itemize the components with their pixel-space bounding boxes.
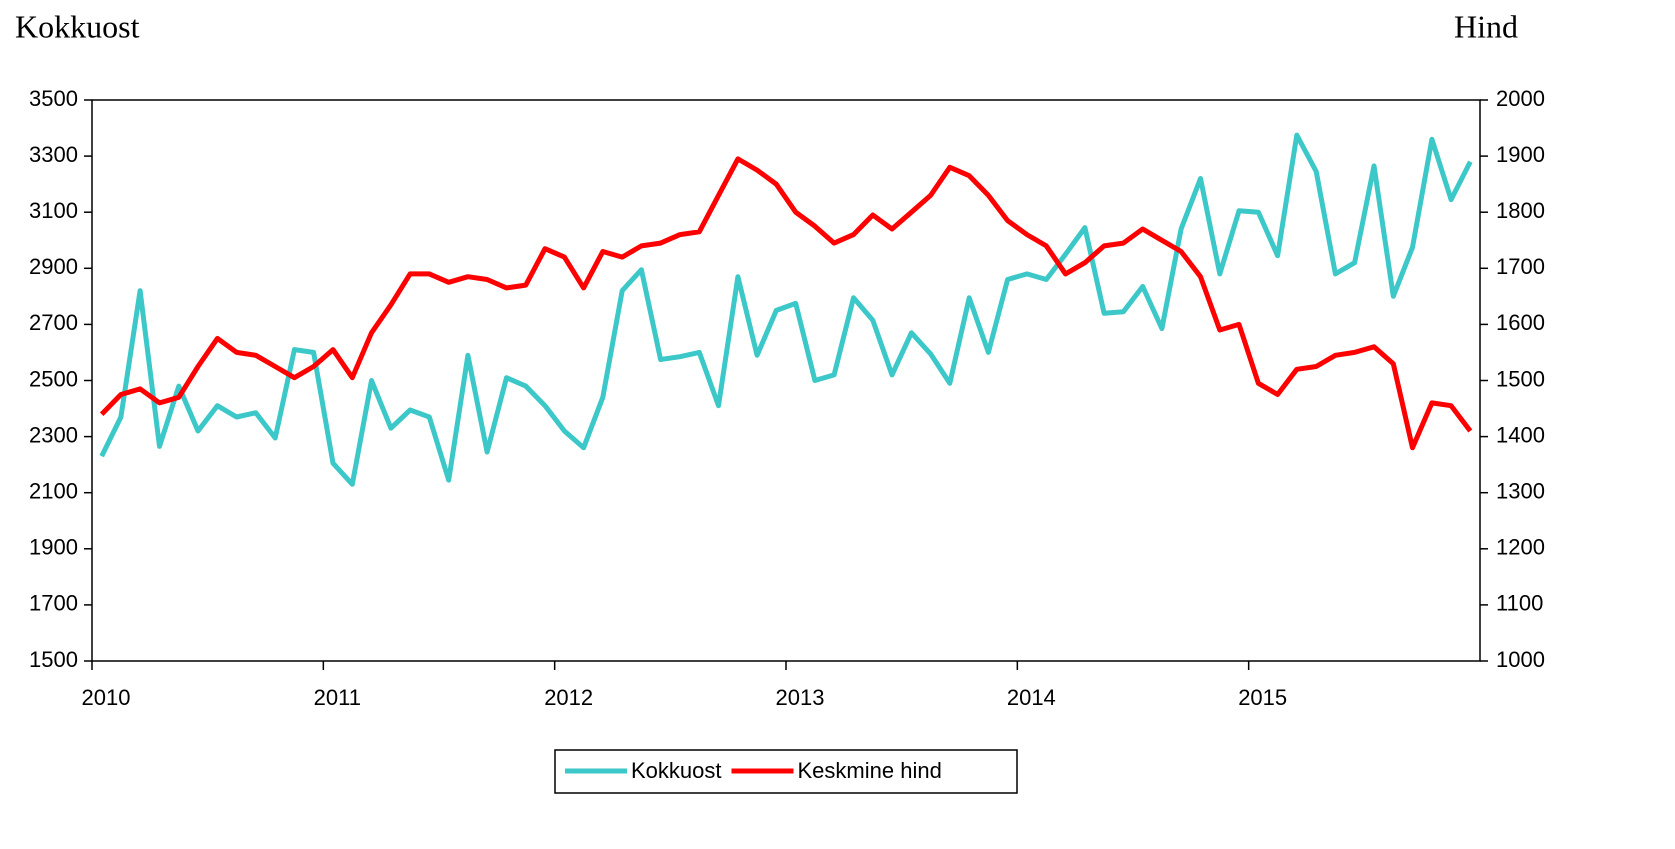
x-tick-label: 2011 [314,685,361,710]
plot-frame [91,99,1481,662]
y2-tick-label: 1200 [1496,535,1545,560]
y-tick-label: 1500 [29,647,78,672]
y-tick-label: 3300 [29,142,78,167]
y-tick-label: 2100 [29,479,78,504]
x-tick-label: 2010 [82,685,131,710]
y-tick-label: 2900 [29,254,78,279]
y2-tick-label: 1300 [1496,479,1545,504]
legend-label: Keskmine hind [798,758,942,783]
y2-tick-label: 1800 [1496,198,1545,223]
y2-tick-label: 1700 [1496,254,1545,279]
y-tick-label: 1900 [29,535,78,560]
y-tick-label: 1700 [29,591,78,616]
y-axis-label: Kokkuost [15,8,140,44]
y2-axis-label: Hind [1454,8,1518,44]
x-tick-label: 2013 [776,685,825,710]
x-tick-label: 2014 [1007,685,1056,710]
y2-tick-label: 2000 [1496,86,1545,111]
y-tick-label: 2500 [29,366,78,391]
y-tick-label: 3100 [29,198,78,223]
y2-tick-label: 1100 [1496,591,1543,616]
series-line [99,156,1473,451]
x-tick-label: 2015 [1238,685,1287,710]
x-tick-label: 2012 [544,685,593,710]
series-line [99,132,1473,487]
y-tick-label: 2700 [29,310,78,335]
y2-tick-label: 1900 [1496,142,1545,167]
y-tick-label: 3500 [29,86,78,111]
y-tick-label: 2300 [29,422,78,447]
y2-tick-label: 1500 [1496,366,1545,391]
y2-tick-label: 1000 [1496,647,1545,672]
y2-tick-label: 1600 [1496,310,1545,335]
y2-tick-label: 1400 [1496,422,1545,447]
legend-label: Kokkuost [631,758,722,783]
